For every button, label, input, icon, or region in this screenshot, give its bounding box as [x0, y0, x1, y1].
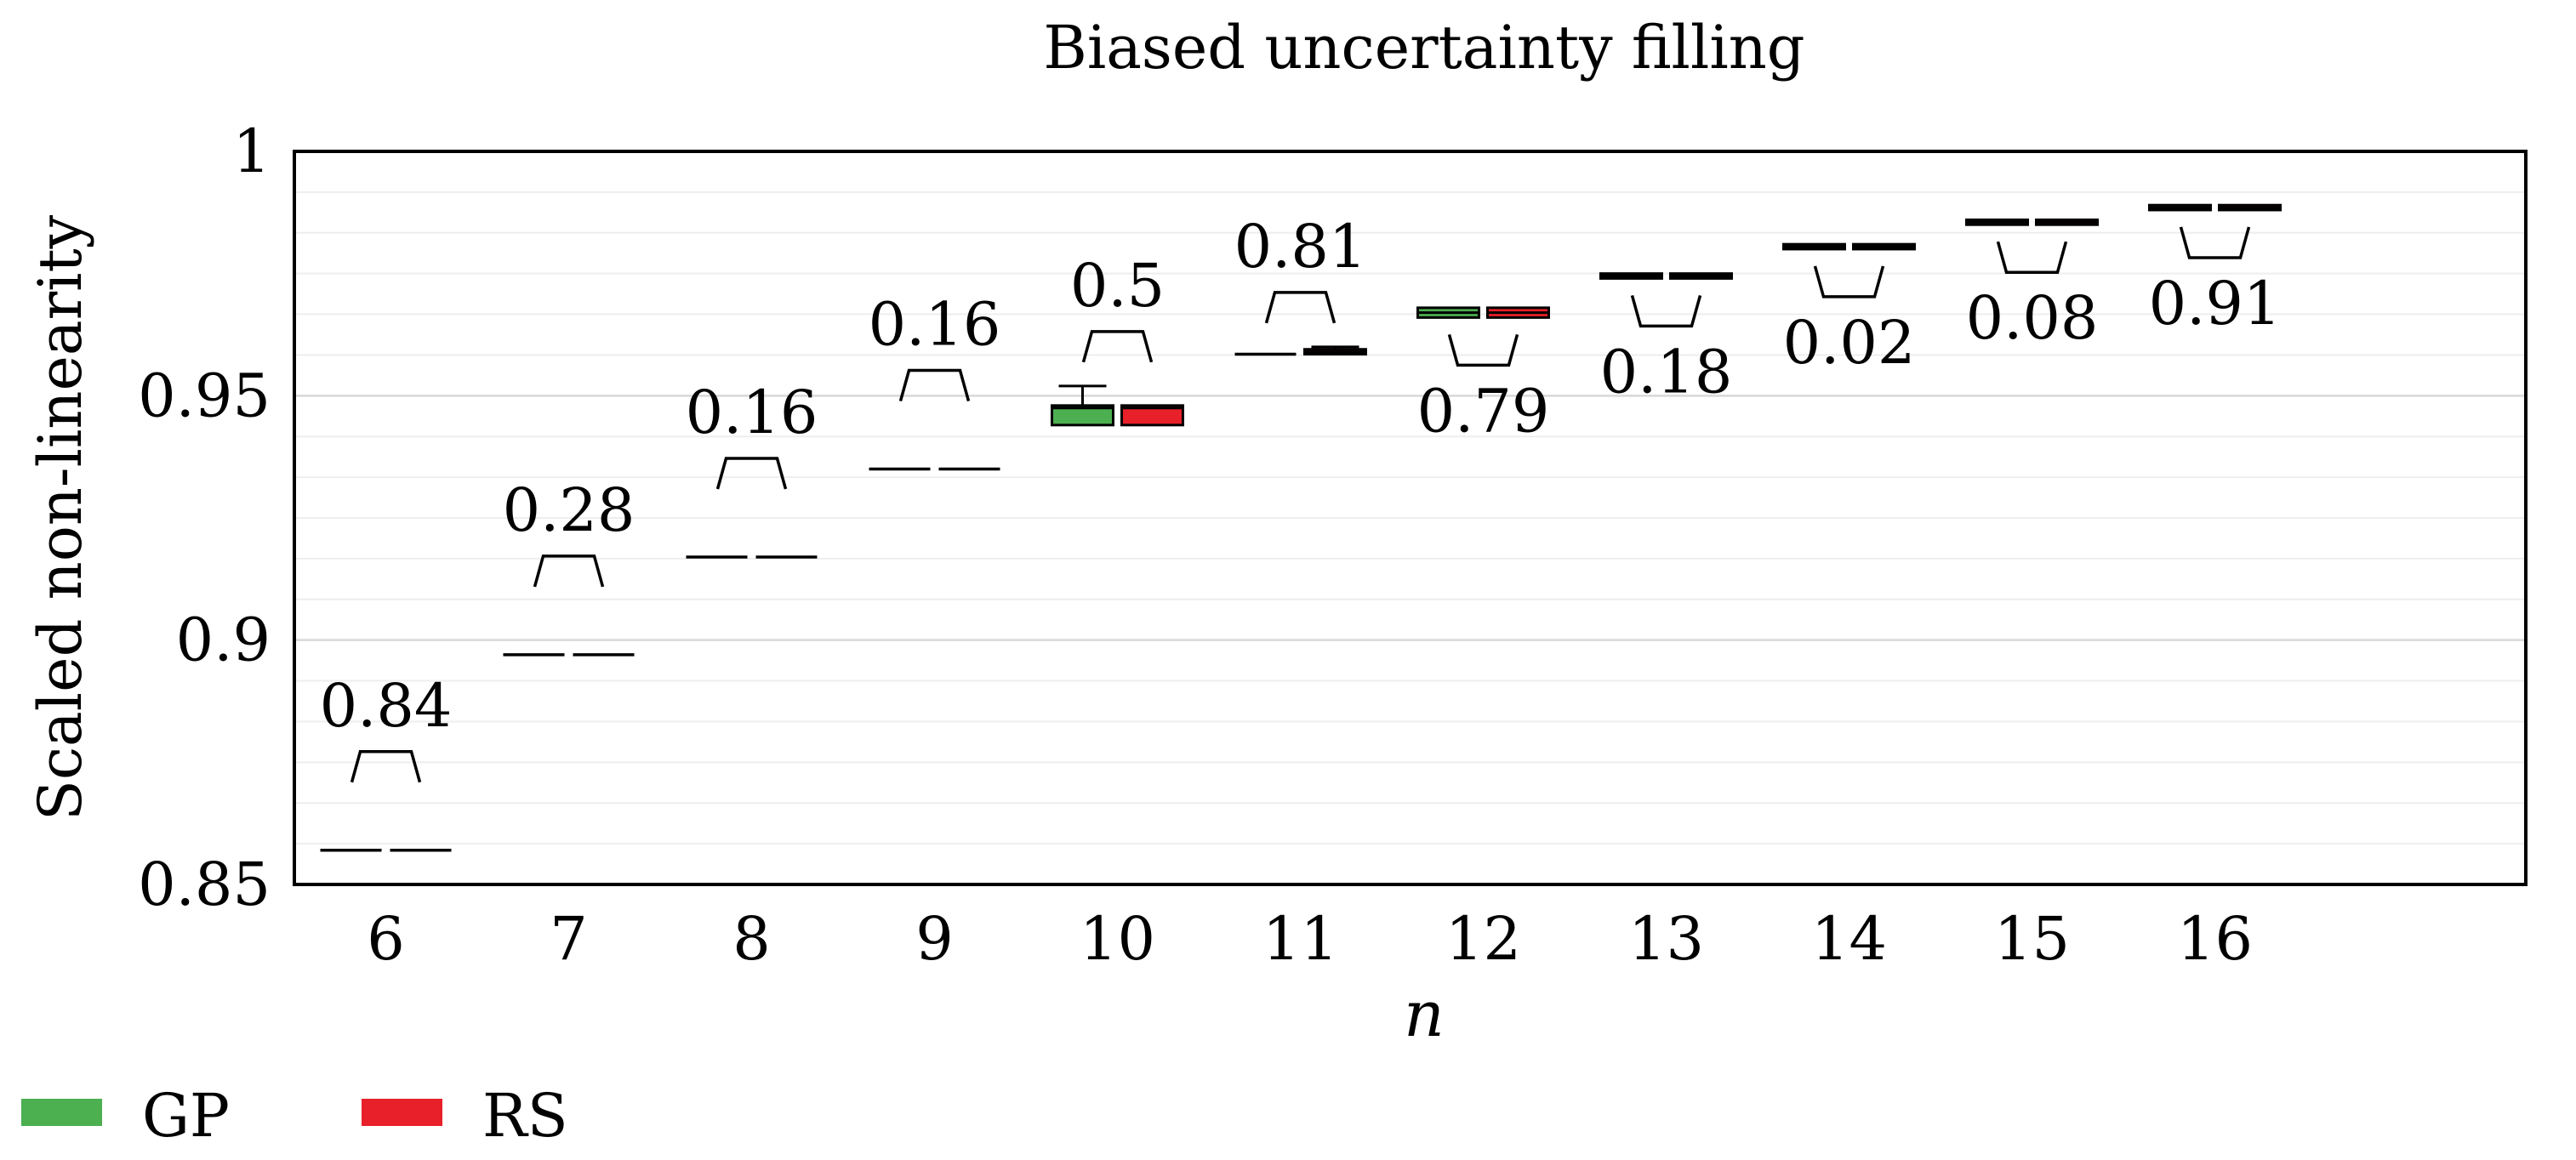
legend-swatch — [362, 1099, 442, 1126]
legend-label: GP — [142, 1081, 230, 1151]
p-value-n12: 0.79 — [1417, 333, 1550, 446]
y-tick-label: 0.9 — [176, 606, 271, 675]
y-tick-label: 0.85 — [138, 850, 271, 919]
p-value-label: 0.91 — [2149, 269, 2282, 338]
y-tick-label: 0.95 — [138, 361, 271, 430]
box-gp-n16 — [2148, 203, 2212, 212]
significance-bracket — [1447, 333, 1519, 367]
significance-bracket — [898, 368, 971, 402]
legend-item-rs: RS — [362, 1081, 568, 1151]
x-tick-label: 9 — [915, 904, 954, 974]
p-value-n16: 0.91 — [2149, 226, 2282, 338]
box-rs-n13 — [1669, 272, 1733, 280]
box-rs-n15 — [2035, 218, 2099, 226]
significance-bracket — [533, 554, 605, 588]
significance-bracket — [1813, 265, 1885, 299]
significance-bracket — [1081, 330, 1154, 363]
p-value-label: 0.16 — [869, 290, 1001, 360]
legend-label: RS — [482, 1081, 568, 1151]
y-axis-label: Scaled non-linearity — [26, 214, 95, 821]
p-value-n15: 0.08 — [1966, 241, 2099, 353]
p-value-n7: 0.28 — [503, 475, 635, 588]
significance-bracket — [2179, 226, 2251, 259]
box-gp-n14 — [1782, 242, 1846, 251]
p-value-label: 0.16 — [686, 378, 818, 447]
p-value-n14: 0.02 — [1783, 265, 1916, 378]
box-gp-n10 — [1051, 384, 1114, 427]
x-tick-label: 13 — [1628, 904, 1704, 974]
x-tick-label: 11 — [1262, 904, 1338, 974]
x-tick-label: 10 — [1080, 904, 1155, 974]
significance-bracket — [1996, 241, 2068, 274]
p-value-label: 0.5 — [1070, 251, 1165, 321]
x-tick-label: 12 — [1445, 904, 1521, 974]
x-tick-label: 7 — [550, 904, 588, 974]
x-tick-label: 15 — [1994, 904, 2070, 974]
x-axis-ticks: 6 7 8 9 10 11 12 13 14 15 16 — [367, 904, 2253, 974]
p-value-label: 0.84 — [320, 671, 453, 741]
x-tick-label: 6 — [367, 904, 405, 974]
p-value-label: 0.02 — [1783, 308, 1916, 378]
y-axis-ticks: 0.85 0.9 0.95 1 — [138, 117, 271, 919]
legend-swatch — [21, 1099, 102, 1126]
p-value-label: 0.08 — [1966, 283, 2099, 353]
box-rs-n12 — [1486, 306, 1550, 319]
p-value-n11: 0.81 — [1234, 212, 1367, 324]
p-value-n6: 0.84 — [320, 671, 453, 783]
p-value-n9: 0.16 — [869, 290, 1001, 402]
significance-bracket — [1264, 291, 1336, 324]
box-gp-n13 — [1599, 272, 1663, 280]
legend: GP RS — [21, 1081, 568, 1151]
box-marks — [320, 203, 2282, 852]
plot-area-frame — [293, 150, 2528, 886]
box-gp-n12 — [1416, 306, 1480, 319]
p-value-label: 0.18 — [1600, 337, 1733, 407]
p-value-n10: 0.5 — [1070, 251, 1165, 363]
p-value-label: 0.79 — [1417, 376, 1550, 446]
box-gp-n15 — [1965, 218, 2029, 226]
box-rs-n14 — [1852, 242, 1916, 251]
box-body — [1051, 404, 1114, 427]
legend-item-gp: GP — [21, 1081, 230, 1151]
x-axis-label: n — [1404, 978, 1445, 1051]
significance-bracket — [715, 457, 788, 490]
x-tick-label: 8 — [732, 904, 771, 974]
box-rs-n16 — [2218, 203, 2282, 212]
p-value-label: 0.81 — [1234, 212, 1367, 281]
chart-title: Biased uncertainty filling — [1043, 13, 1804, 82]
p-value-n8: 0.16 — [686, 378, 818, 490]
p-value-label: 0.28 — [503, 475, 635, 545]
significance-bracket — [1630, 294, 1702, 328]
box-body — [1120, 404, 1184, 427]
significance-bracket — [350, 750, 422, 783]
gridlines — [294, 150, 2526, 886]
y-tick-label: 1 — [232, 117, 271, 186]
x-tick-label: 14 — [1811, 904, 1887, 974]
box-rs-n10 — [1120, 404, 1184, 427]
p-value-n13: 0.18 — [1600, 294, 1733, 407]
box-rs-n11 — [1303, 345, 1367, 355]
p-value-annotations: 0.84 0.28 0.16 0.16 0.5 0.81 0.79 0.18 0.02 0.08 0… — [320, 212, 2282, 783]
x-tick-label: 16 — [2177, 904, 2253, 974]
